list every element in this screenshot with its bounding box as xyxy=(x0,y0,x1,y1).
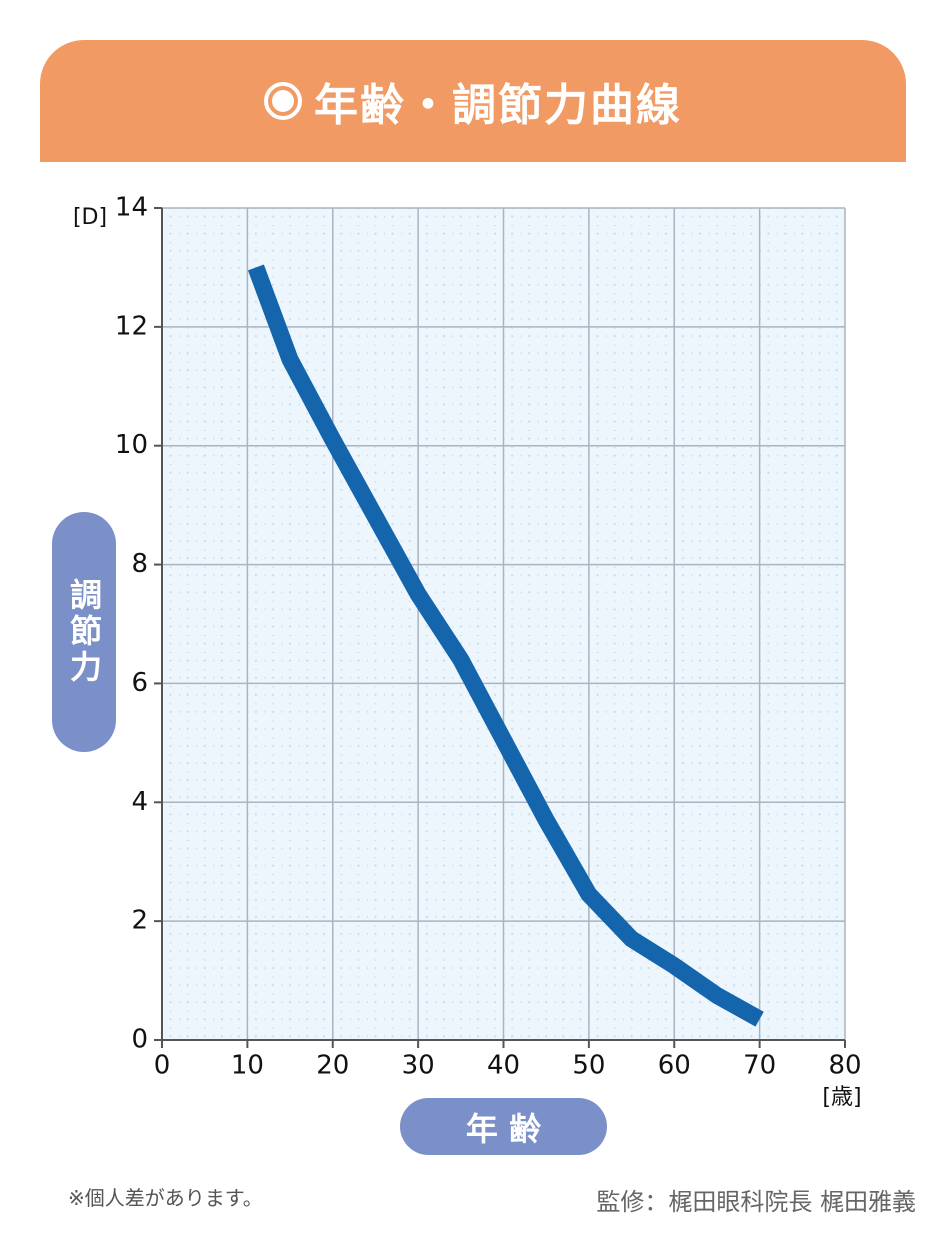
y-tick-label: 2 xyxy=(131,906,148,936)
title-icon xyxy=(264,82,302,120)
x-unit: [歳] xyxy=(822,1085,861,1110)
y-axis-label: 調節力 xyxy=(65,578,103,686)
y-tick-label: 14 xyxy=(115,193,148,223)
x-tick-label: 70 xyxy=(743,1051,776,1081)
curve xyxy=(247,264,764,1027)
x-tick-label: 40 xyxy=(487,1051,520,1081)
x-tick-label: 80 xyxy=(828,1051,861,1081)
x-tick-label: 30 xyxy=(402,1051,435,1081)
x-label-pill: 年 齢 xyxy=(400,1098,607,1155)
y-label-pill: 調節力 xyxy=(52,512,116,752)
header: 年齢・調節力曲線 xyxy=(40,40,906,162)
x-tick-label: 20 xyxy=(316,1051,349,1081)
y-tick-label: 6 xyxy=(131,668,148,698)
y-tick-label: 8 xyxy=(131,549,148,579)
y-tick-label: 4 xyxy=(131,787,148,817)
x-tick-label: 60 xyxy=(658,1051,691,1081)
x-tick-label: 10 xyxy=(231,1051,264,1081)
note: ※個人差があります。 xyxy=(68,1186,263,1210)
credit: 監修：梶田眼科院長 梶田雅義 xyxy=(596,1188,916,1216)
y-tick-label: 0 xyxy=(131,1025,148,1055)
y-tick-label: 10 xyxy=(115,430,148,460)
chart-title: 年齢・調節力曲線 xyxy=(314,80,682,131)
x-tick-label: 50 xyxy=(572,1051,605,1081)
y-unit: [D] xyxy=(73,205,107,230)
x-tick-label: 0 xyxy=(154,1051,171,1081)
y-tick-label: 12 xyxy=(115,311,148,341)
x-axis-label: 年 齢 xyxy=(465,1109,542,1148)
